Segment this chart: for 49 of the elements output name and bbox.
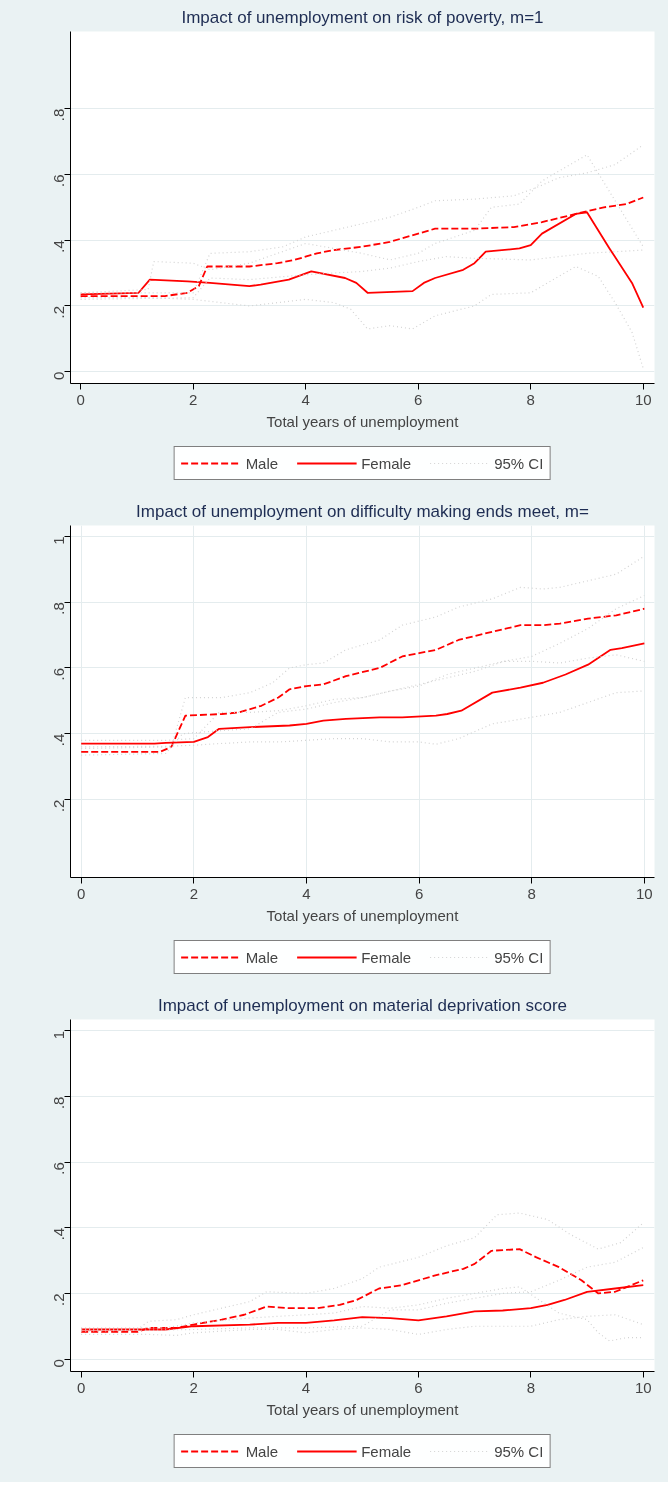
y-tick-label: .6 [50,1162,68,1175]
x-tick-label: 4 [301,1378,311,1396]
x-tick-label: 8 [526,390,535,408]
y-tick-label: .6 [50,174,68,187]
chart-title: Impact of unemployment on risk of poverty, m=1 [181,7,544,27]
legend-label: Female [361,1442,412,1460]
legend-label: Male [245,1442,279,1460]
y-tick-label: .8 [50,1096,68,1110]
x-tick-label: 8 [527,884,536,902]
y-tick-label: .4 [50,733,68,747]
x-tick-label: 6 [414,1378,423,1396]
x-axis-title: Total years of unemployment [266,412,460,430]
y-tick-label: 1 [50,536,68,545]
x-axis-title: Total years of unemployment [266,1400,460,1418]
y-tick-label: .8 [50,602,68,615]
legend-label: Male [245,454,279,472]
x-tick-label: 8 [526,1378,536,1396]
y-tick-label: 0 [50,1359,68,1368]
x-tick-label: 2 [189,884,199,902]
x-tick-label: 0 [77,884,86,902]
y-tick-label: .4 [50,1227,68,1241]
x-tick-label: 10 [634,390,652,408]
x-tick-label: 10 [636,884,653,902]
y-tick-label: 0 [50,371,68,381]
y-tick-label: .2 [50,305,68,319]
x-tick-label: 2 [189,1378,198,1396]
x-tick-label: 6 [414,390,423,408]
y-tick-label: .8 [50,108,68,122]
chart-title: Impact of unemployment on difficulty making ends meet, m= [136,501,589,521]
y-tick-label: .2 [50,1293,68,1306]
x-axis-title: Total years of unemployment [266,906,460,924]
legend-label: Female [361,948,412,966]
x-tick-label: 4 [302,884,311,902]
x-tick-label: 10 [634,1378,652,1396]
y-tick-label: .2 [50,799,68,813]
x-tick-label: 0 [76,390,85,408]
legend-label: 95% CI [494,454,544,472]
chart-title: Impact of unemployment on material deprivation score [157,995,568,1015]
y-tick-label: 1 [50,1030,68,1040]
x-tick-label: 2 [188,390,198,408]
y-tick-label: .4 [50,240,68,253]
legend-label: Male [245,948,279,966]
legend-label: Female [361,454,412,472]
x-tick-label: 4 [301,390,310,408]
legend-label: 95% CI [494,1442,544,1460]
x-tick-label: 0 [77,1378,86,1396]
legend-label: 95% CI [494,948,544,966]
y-tick-label: .6 [50,667,68,681]
x-tick-label: 6 [414,884,424,902]
